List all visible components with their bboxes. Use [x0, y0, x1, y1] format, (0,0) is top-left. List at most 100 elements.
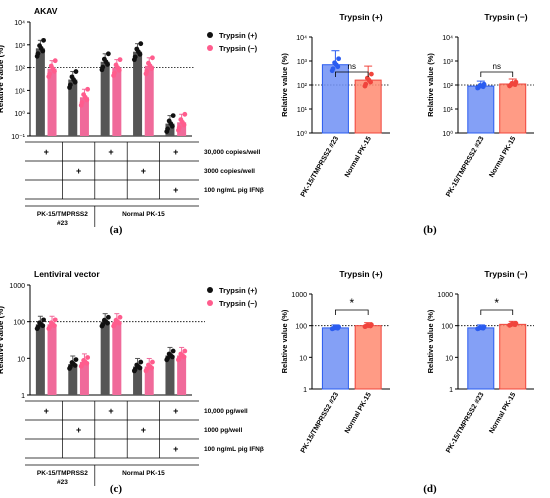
data-point: [363, 81, 369, 87]
chart-title: Trypsin (+): [339, 269, 382, 279]
y-tick-label: 10⁻¹: [11, 134, 25, 141]
data-point: [147, 63, 153, 69]
data-point: [333, 325, 339, 331]
data-point: [165, 126, 170, 132]
y-tick-label: 10²: [443, 83, 454, 90]
bar: [35, 48, 45, 136]
data-point: [479, 325, 484, 331]
y-tick-label: 100: [295, 324, 307, 331]
table-plus-mark: +: [173, 185, 178, 195]
y-tick-label: 10: [17, 356, 25, 363]
significance-label: *: [349, 296, 354, 310]
data-point: [150, 55, 155, 61]
table-plus-mark: +: [76, 425, 81, 435]
bar: [321, 327, 349, 390]
y-tick-label: 10³: [297, 59, 308, 66]
table-plus-mark: +: [108, 147, 113, 157]
chart-title: AKAV: [34, 6, 58, 16]
y-axis-label: Relative value (%): [280, 53, 289, 117]
bar: [165, 355, 175, 395]
data-point: [117, 314, 123, 320]
data-point: [50, 321, 56, 327]
data-point: [73, 69, 79, 74]
data-point: [82, 94, 88, 100]
data-point: [168, 353, 174, 358]
group-label: PK-15/TMPRSS2: [37, 211, 88, 218]
data-point: [144, 367, 150, 372]
bar: [68, 364, 78, 395]
bar: [165, 123, 175, 136]
data-point: [336, 56, 341, 62]
data-point: [38, 321, 44, 327]
x-tick-label: PK-15/TMPRSS2 #23: [300, 391, 340, 454]
data-point: [132, 367, 138, 372]
bar: [144, 366, 154, 395]
y-tick-label: 10⁴: [442, 35, 453, 42]
bar: [35, 324, 45, 395]
y-tick-label: 10¹: [15, 88, 26, 95]
data-point: [182, 348, 188, 354]
y-tick-label: 10¹: [297, 107, 308, 114]
y-axis-label: Relative value (%): [0, 45, 5, 113]
data-point: [71, 361, 76, 367]
x-tick-label: Normal PK-15: [488, 391, 517, 434]
bar: [177, 122, 187, 136]
y-axis-label: Relative value (%): [426, 53, 435, 117]
y-tick-label: 10²: [297, 83, 308, 90]
data-point: [115, 319, 121, 325]
bar: [133, 51, 143, 136]
table-plus-mark: +: [141, 166, 146, 176]
y-tick-label: 1000: [437, 292, 453, 299]
table-plus-mark: +: [44, 147, 49, 157]
y-tick-label: 10¹: [443, 107, 454, 114]
y-axis-label: Relative value (%): [280, 309, 289, 373]
y-tick-label: 1000: [9, 283, 25, 290]
panel-caption-c: (c): [110, 483, 123, 495]
legend-label: Trypsin (−): [219, 44, 258, 53]
panel-caption-a: (a): [110, 224, 123, 236]
data-point: [103, 319, 109, 325]
data-point: [368, 71, 374, 77]
y-tick-label: 10⁰: [442, 130, 453, 138]
legend-marker: [207, 300, 213, 306]
table-plus-mark: +: [141, 425, 146, 435]
x-tick-label: PK-15/TMPRSS2 #23: [445, 391, 485, 454]
data-point: [180, 353, 185, 358]
bar: [79, 97, 89, 136]
y-tick-label: 1: [21, 393, 25, 400]
table-row-label: 100 ng/mL pig IFNβ: [204, 187, 264, 194]
bar: [354, 325, 382, 390]
group-label: Normal PK-15: [122, 211, 165, 218]
bar: [133, 366, 143, 395]
data-point: [144, 68, 150, 74]
bar: [47, 68, 57, 136]
data-point: [170, 113, 176, 119]
data-point: [52, 317, 58, 323]
data-point: [168, 121, 174, 126]
table-plus-mark: +: [173, 147, 178, 157]
bar: [177, 355, 187, 395]
table-plus-mark: +: [173, 406, 178, 416]
y-tick-label: 1: [303, 387, 307, 394]
data-point: [79, 100, 85, 105]
data-point: [165, 355, 170, 361]
data-point: [50, 66, 56, 72]
bar: [499, 83, 527, 134]
legend-label: Trypsin (+): [219, 286, 258, 295]
bar: [100, 61, 110, 136]
table-plus-mark: +: [76, 166, 81, 176]
chart-title: Trypsin (−): [484, 269, 527, 279]
data-point: [330, 66, 336, 72]
table-row-label: 30,000 copies/well: [204, 149, 261, 156]
significance-label: ns: [348, 62, 356, 71]
y-tick-label: 100: [13, 320, 25, 327]
table-row-label: 3000 copies/well: [204, 168, 255, 175]
panel-caption-b: (b): [423, 224, 437, 236]
bar: [79, 361, 89, 395]
bar: [354, 79, 382, 134]
y-tick-label: 10: [445, 355, 453, 362]
y-tick-label: 10²: [15, 66, 26, 73]
data-point: [103, 59, 109, 65]
data-point: [105, 51, 111, 57]
